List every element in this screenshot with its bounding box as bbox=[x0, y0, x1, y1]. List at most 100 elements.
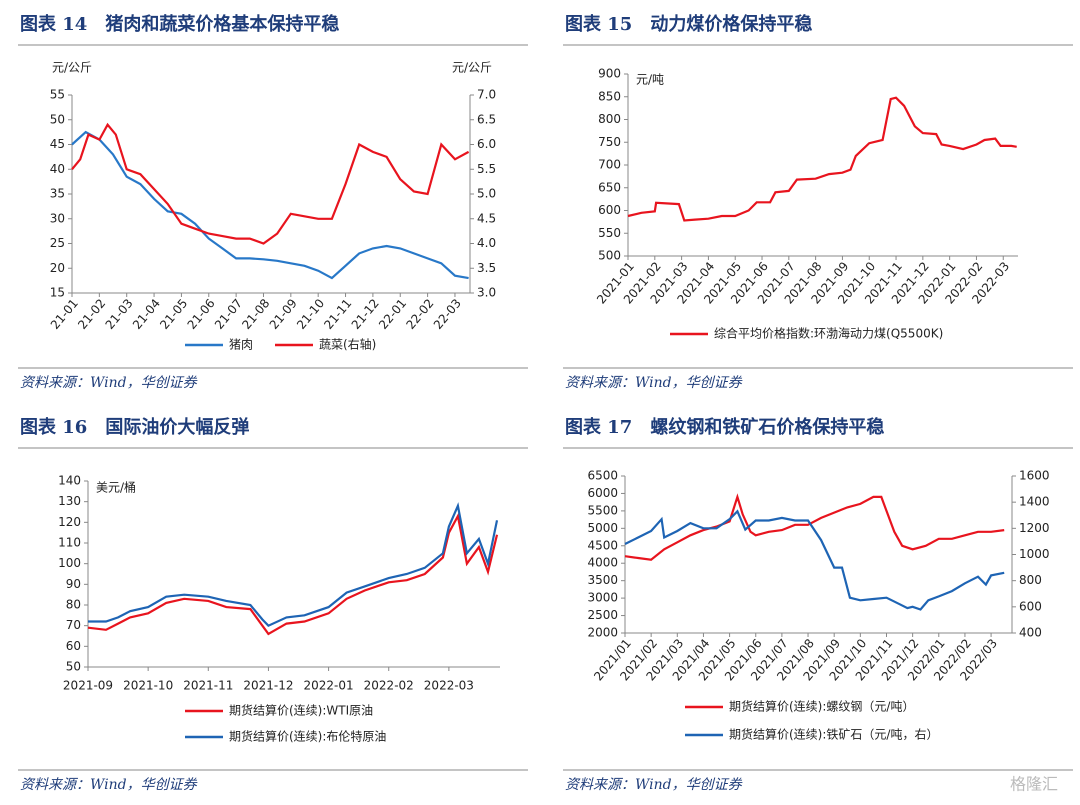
y2-tick-label: 3.5 bbox=[477, 261, 496, 275]
x-tick-label: 22-03 bbox=[431, 296, 464, 332]
y-tick-label: 50 bbox=[66, 660, 81, 674]
y-tick-label: 120 bbox=[58, 515, 81, 529]
legend-label: 期货结算价(连续):布伦特原油 bbox=[229, 729, 386, 744]
y-tick-label: 850 bbox=[598, 89, 621, 103]
x-tick-label: 2021-11 bbox=[183, 679, 233, 693]
x-tick-label: 2021-09 bbox=[63, 679, 113, 693]
y-tick-label: 40 bbox=[50, 162, 65, 176]
y-tick-label: 500 bbox=[598, 249, 621, 263]
x-tick-label: 21-08 bbox=[239, 296, 272, 332]
y2-tick-label: 1400 bbox=[1019, 495, 1050, 509]
y2-tick-label: 1600 bbox=[1019, 469, 1050, 483]
y-tick-label: 2000 bbox=[587, 626, 618, 640]
x-tick-label: 21-05 bbox=[157, 296, 190, 332]
legend-label: 期货结算价(连续):铁矿石（元/吨，右） bbox=[729, 727, 938, 742]
y2-tick-label: 600 bbox=[1019, 599, 1042, 613]
y2-tick-label: 5.0 bbox=[477, 187, 496, 201]
x-tick-label: 22-01 bbox=[376, 296, 409, 332]
y-tick-label: 80 bbox=[66, 598, 81, 612]
y2-tick-label: 1200 bbox=[1019, 521, 1050, 535]
y-axis-label: 元/吨 bbox=[636, 73, 664, 87]
x-tick-label: 21-01 bbox=[48, 296, 81, 332]
y-tick-label: 650 bbox=[598, 180, 621, 194]
y-tick-label: 800 bbox=[598, 112, 621, 126]
x-tick-label: 21-09 bbox=[267, 296, 300, 332]
y2-tick-label: 3.0 bbox=[477, 286, 496, 300]
y-axis-label: 元/公斤 bbox=[52, 61, 92, 75]
legend-label: 蔬菜(右轴) bbox=[319, 337, 376, 352]
figure-title: 图表 16 国际油价大幅反弹 bbox=[20, 416, 249, 438]
y2-tick-label: 6.0 bbox=[477, 137, 496, 151]
y-tick-label: 130 bbox=[58, 494, 81, 508]
legend-label: 期货结算价(连续):螺纹钢（元/吨） bbox=[729, 699, 914, 714]
y2-tick-label: 6.5 bbox=[477, 112, 496, 126]
y-tick-label: 90 bbox=[66, 577, 81, 591]
source: 资料来源：Wind，华创证券 bbox=[565, 375, 743, 391]
y-tick-label: 50 bbox=[50, 112, 65, 126]
y2-tick-label: 4.0 bbox=[477, 236, 496, 250]
y-tick-label: 4500 bbox=[587, 538, 618, 552]
y-tick-label: 100 bbox=[58, 556, 81, 570]
y-tick-label: 110 bbox=[58, 536, 81, 550]
series-line bbox=[87, 512, 499, 636]
source: 资料来源：Wind，华创证券 bbox=[20, 375, 198, 391]
y-tick-label: 2500 bbox=[587, 608, 618, 622]
y-tick-label: 5000 bbox=[587, 521, 618, 535]
x-tick-label: 2021-10 bbox=[123, 679, 173, 693]
y-tick-label: 35 bbox=[50, 187, 65, 201]
y-axis-label: 美元/桶 bbox=[96, 480, 136, 495]
series-line bbox=[624, 493, 1005, 561]
legend-label: 猪肉 bbox=[229, 338, 253, 352]
figure-title: 图表 17 螺纹钢和铁矿石价格保持平稳 bbox=[565, 416, 884, 438]
series-line bbox=[627, 96, 1017, 222]
series-line bbox=[624, 509, 1005, 611]
x-tick-label: 2022-01 bbox=[304, 679, 354, 693]
y2-axis-label: 元/公斤 bbox=[452, 61, 492, 75]
y2-tick-label: 4.5 bbox=[477, 211, 496, 225]
x-tick-label: 22-02 bbox=[403, 296, 436, 332]
y-tick-label: 3500 bbox=[587, 573, 618, 587]
x-tick-label: 2021-12 bbox=[243, 679, 293, 693]
y2-tick-label: 7.0 bbox=[477, 88, 496, 102]
x-tick-label: 21-02 bbox=[75, 296, 108, 332]
x-tick-label: 21-11 bbox=[321, 296, 354, 332]
y-tick-label: 60 bbox=[66, 639, 81, 653]
y-tick-label: 55 bbox=[50, 88, 65, 102]
y-tick-label: 700 bbox=[598, 158, 621, 172]
watermark: 格隆汇 bbox=[1010, 775, 1058, 794]
figure-title: 图表 14 猪肉和蔬菜价格基本保持平稳 bbox=[20, 13, 339, 35]
y-tick-label: 70 bbox=[66, 618, 81, 632]
y-tick-label: 15 bbox=[50, 286, 65, 300]
y-tick-label: 5500 bbox=[587, 503, 618, 517]
y-tick-label: 25 bbox=[50, 236, 65, 250]
x-tick-label: 21-07 bbox=[212, 296, 245, 332]
figure-title: 图表 15 动力煤价格保持平稳 bbox=[565, 13, 812, 35]
y2-tick-label: 800 bbox=[1019, 573, 1042, 587]
y-tick-label: 30 bbox=[50, 211, 65, 225]
y-tick-label: 550 bbox=[598, 226, 621, 240]
y-tick-label: 900 bbox=[598, 67, 621, 81]
y2-tick-label: 1000 bbox=[1019, 547, 1050, 561]
y-tick-label: 600 bbox=[598, 203, 621, 217]
y-tick-label: 750 bbox=[598, 135, 621, 149]
series-line bbox=[71, 130, 469, 280]
y-tick-label: 6000 bbox=[587, 486, 618, 500]
y-tick-label: 6500 bbox=[587, 469, 618, 483]
y-tick-label: 3000 bbox=[587, 591, 618, 605]
legend-label: 综合平均价格指数:环渤海动力煤(Q5500K) bbox=[714, 326, 943, 341]
x-tick-label: 21-12 bbox=[349, 296, 382, 332]
legend-label: 期货结算价(连续):WTI原油 bbox=[229, 703, 373, 718]
series-line bbox=[71, 122, 470, 245]
y-tick-label: 20 bbox=[50, 261, 65, 275]
source: 资料来源：Wind，华创证券 bbox=[565, 777, 743, 793]
y-tick-label: 4000 bbox=[587, 556, 618, 570]
y-tick-label: 140 bbox=[58, 474, 81, 488]
source: 资料来源：Wind，华创证券 bbox=[20, 777, 198, 793]
series-line bbox=[88, 502, 499, 628]
x-tick-label: 21-10 bbox=[294, 296, 327, 332]
x-tick-label: 21-03 bbox=[103, 296, 136, 332]
y2-tick-label: 5.5 bbox=[477, 162, 496, 176]
x-tick-label: 21-06 bbox=[185, 296, 218, 332]
y-tick-label: 45 bbox=[50, 137, 65, 151]
